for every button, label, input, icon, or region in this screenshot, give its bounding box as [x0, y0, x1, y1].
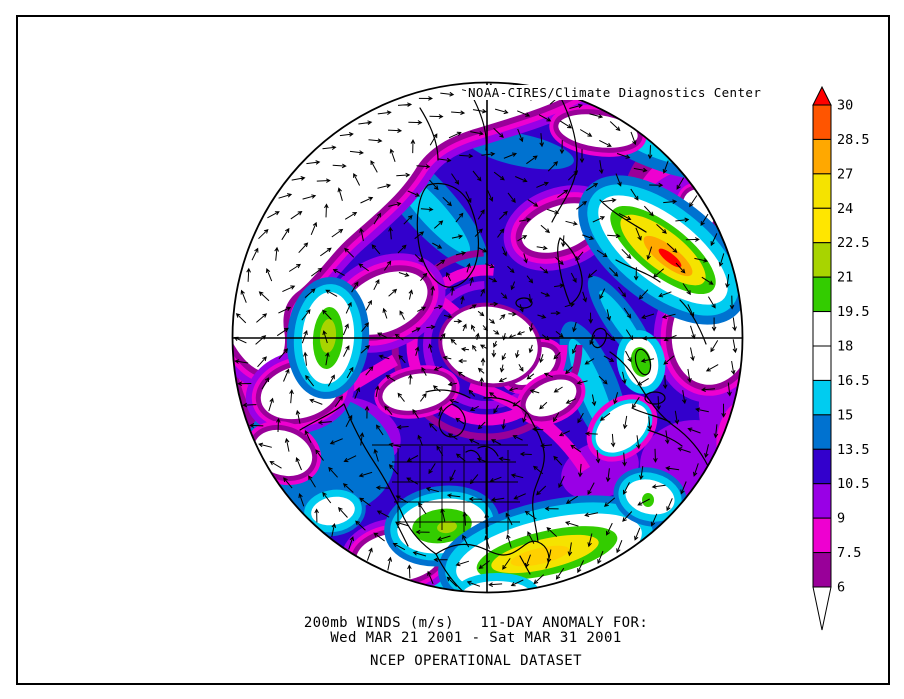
colorbar-tick-label: 22.5	[837, 235, 870, 251]
colorbar-tick-label: 27	[837, 166, 853, 182]
colorbar-segment	[812, 173, 832, 209]
colorbar-tick-label: 30	[837, 98, 853, 114]
colorbar-segment	[812, 311, 832, 347]
figure-frame	[16, 15, 890, 685]
colorbar-segment	[812, 345, 832, 381]
colorbar-tick-label: 28.5	[837, 132, 870, 148]
colorbar-tick-label: 16.5	[837, 373, 870, 389]
map-outline-circle	[231, 81, 744, 594]
wind-arrow-paths	[233, 82, 738, 587]
hotspot-atlantic	[449, 498, 649, 593]
colorbar-segment	[812, 379, 832, 416]
colorbar-tick-label: 9	[837, 511, 845, 527]
graticule-crosshair	[232, 82, 743, 593]
credit-label: NOAA-CIRES/Climate Diagnostics Center	[466, 85, 764, 100]
colorbar-segment	[812, 138, 832, 175]
colorbar-tick-label: 19.5	[837, 304, 870, 320]
colorbar-segment	[812, 242, 832, 278]
caption-dataset: NCEP OPERATIONAL DATASET	[370, 653, 582, 669]
colorbar-tick-label: 7.5	[837, 545, 861, 561]
colorbar-segment	[812, 414, 832, 450]
caption-dates: Wed MAR 21 2001 - Sat MAR 31 2001	[330, 630, 622, 646]
hotspot-asia-jet	[581, 176, 743, 324]
colorbar: 30 28.5 27 24 22.5 21 19.5 18 16.5 15 13.5 10.5 9 7.5…	[812, 85, 870, 631]
us-state-borders	[372, 444, 528, 534]
colorbar-segment	[812, 517, 832, 554]
hotspot-bottom-rim	[462, 581, 532, 593]
hotspot-caspian	[620, 334, 662, 389]
caption-title: 200mb WINDS (m/s) 11-DAY ANOMALY FOR:	[303, 615, 649, 631]
colorbar-arrow-above	[812, 85, 832, 106]
colorbar-tick-label: 13.5	[837, 442, 870, 458]
colorbar-segment	[812, 448, 832, 485]
colorbar-tick-label: 15	[837, 407, 853, 423]
colorbar-segment	[812, 552, 832, 588]
wind-arrows	[233, 82, 738, 587]
colorbar-tick-label: 21	[837, 270, 853, 286]
colorbar-tick-label: 10.5	[837, 476, 870, 492]
colorbar-tick-label: 24	[837, 201, 853, 217]
colorbar-tick-label: 6	[837, 580, 845, 596]
colorbar-arrow-below	[812, 586, 832, 631]
colorbar-tick-label: 18	[837, 339, 853, 355]
colorbar-segment	[812, 483, 832, 519]
contour-field	[232, 82, 743, 593]
hotspots	[299, 176, 743, 593]
colorbar-segment	[812, 276, 832, 313]
colorbar-segment	[812, 207, 832, 244]
colorbar-segment	[812, 104, 832, 140]
